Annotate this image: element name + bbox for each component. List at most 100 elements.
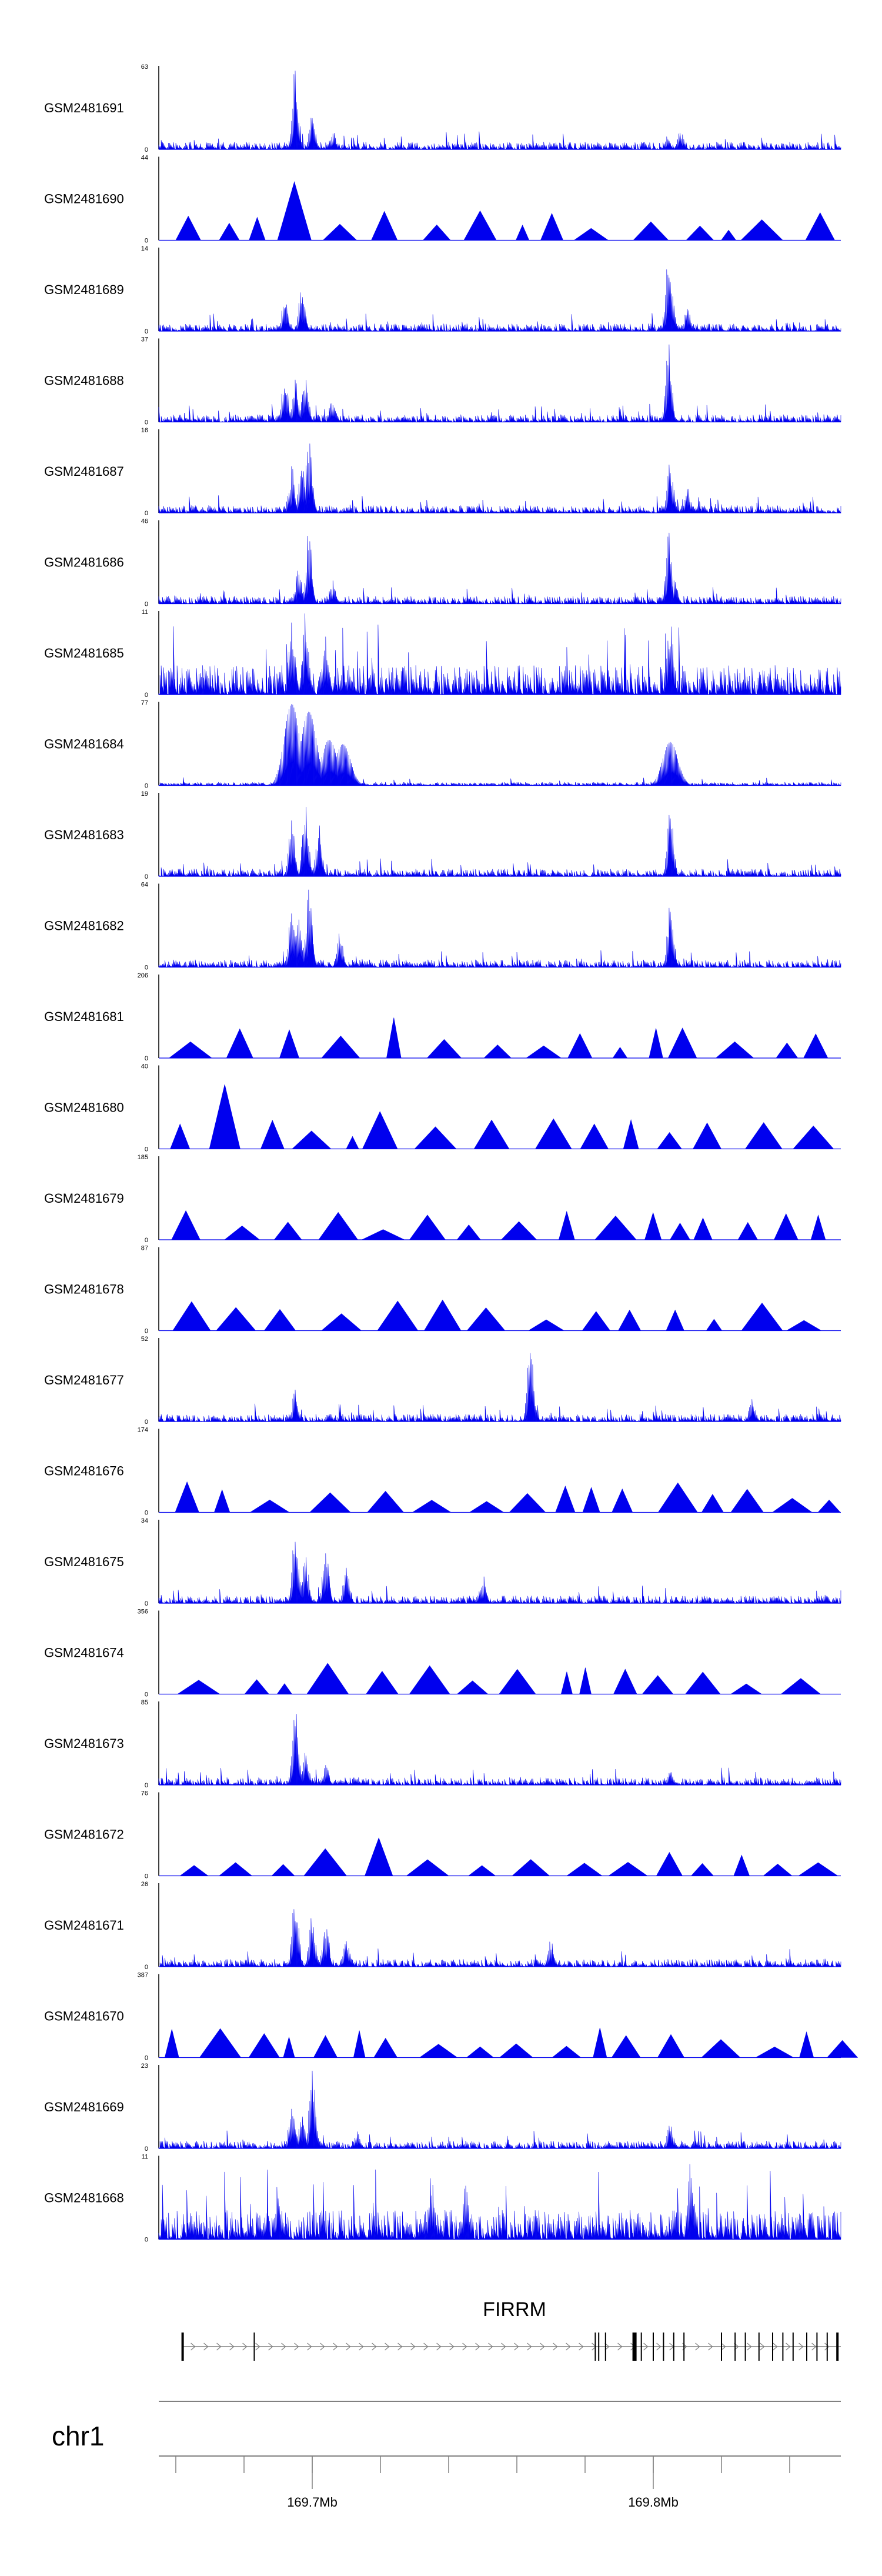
track-y-max-label: 387 bbox=[138, 1972, 148, 1979]
coverage-signal bbox=[159, 1017, 841, 1059]
coverage-signal bbox=[158, 613, 841, 696]
track-gsm2481671: GSM2481671 26 0 bbox=[44, 1881, 841, 1971]
genome-tick-label: 169.7Mb bbox=[287, 2495, 338, 2510]
strand-arrow bbox=[346, 2343, 351, 2351]
track-gsm2481675: GSM2481675 34 0 bbox=[44, 1517, 841, 1607]
track-gsm2481672: GSM2481672 76 0 bbox=[44, 1790, 841, 1880]
track-y-max-label: 19 bbox=[141, 790, 148, 798]
track-gsm2481669: GSM2481669 23 0 bbox=[44, 2063, 841, 2153]
track-label: GSM2481688 bbox=[44, 373, 124, 388]
gene-exon bbox=[253, 2333, 255, 2361]
track-label: GSM2481670 bbox=[44, 2009, 124, 2024]
track-gsm2481680: GSM2481680 40 0 bbox=[44, 1063, 841, 1153]
strand-arrow bbox=[604, 2343, 610, 2351]
genome-tick-label: 169.8Mb bbox=[628, 2495, 679, 2510]
track-label: GSM2481685 bbox=[44, 646, 124, 660]
track-gsm2481691: GSM2481691 63 0 bbox=[44, 64, 841, 154]
strand-arrow bbox=[488, 2343, 493, 2351]
strand-arrow bbox=[540, 2343, 545, 2351]
track-label: GSM2481681 bbox=[44, 1009, 124, 1024]
track-gsm2481674: GSM2481674 356 0 bbox=[44, 1609, 841, 1699]
strand-arrow bbox=[553, 2343, 558, 2351]
strand-arrow bbox=[294, 2343, 299, 2351]
track-label: GSM2481679 bbox=[44, 1191, 124, 1206]
genome-axis: chr1 169.7Mb 169.8Mb bbox=[52, 2401, 841, 2510]
track-y-min-label: 0 bbox=[145, 2237, 148, 2244]
track-gsm2481668: GSM2481668 11 0 bbox=[44, 2154, 841, 2244]
track-y-max-label: 174 bbox=[138, 1427, 148, 1434]
track-label: GSM2481674 bbox=[44, 1646, 124, 1660]
strand-arrow bbox=[773, 2343, 778, 2351]
track-label: GSM2481673 bbox=[44, 1736, 124, 1751]
gene-exon bbox=[758, 2333, 760, 2361]
coverage-signal bbox=[159, 1837, 841, 1876]
track-y-max-label: 14 bbox=[141, 245, 148, 252]
gene-exon bbox=[640, 2333, 642, 2361]
track-gsm2481682: GSM2481682 64 0 bbox=[44, 882, 841, 972]
strand-arrow bbox=[372, 2343, 377, 2351]
coverage-signal bbox=[159, 1481, 841, 1513]
track-y-min-label: 0 bbox=[145, 419, 148, 426]
coverage-signal bbox=[158, 704, 841, 786]
strand-arrow bbox=[191, 2343, 196, 2351]
track-y-min-label: 0 bbox=[145, 692, 148, 699]
track-y-min-label: 0 bbox=[145, 783, 148, 790]
coverage-signal bbox=[158, 2070, 841, 2150]
gene-exon bbox=[792, 2333, 794, 2361]
strand-arrow bbox=[475, 2343, 480, 2351]
gene-exon bbox=[816, 2333, 818, 2361]
track-y-min-label: 0 bbox=[145, 328, 148, 335]
coverage-signal bbox=[158, 269, 841, 332]
track-gsm2481685: GSM2481685 11 0 bbox=[44, 609, 841, 699]
strand-arrow bbox=[501, 2343, 506, 2351]
track-label: GSM2481690 bbox=[44, 192, 124, 206]
track-y-min-label: 0 bbox=[145, 601, 148, 608]
gene-model-track: FIRRM bbox=[181, 2298, 841, 2361]
track-y-max-label: 44 bbox=[141, 155, 148, 162]
track-label: GSM2481676 bbox=[44, 1464, 124, 1479]
gene-exon bbox=[734, 2333, 736, 2361]
track-gsm2481681: GSM2481681 206 0 bbox=[44, 972, 841, 1062]
track-y-max-label: 34 bbox=[141, 1517, 148, 1524]
gene-exon bbox=[772, 2333, 773, 2361]
coverage-signal bbox=[158, 806, 841, 877]
coverage-signal bbox=[159, 1210, 841, 1240]
gene-exon bbox=[653, 2333, 654, 2361]
genome-axis-ticks: 169.7Mb 169.8Mb bbox=[175, 2456, 790, 2510]
strand-arrow bbox=[410, 2343, 416, 2351]
track-y-max-label: 23 bbox=[141, 2063, 148, 2070]
strand-arrow bbox=[799, 2343, 804, 2351]
track-gsm2481673: GSM2481673 85 0 bbox=[44, 1699, 841, 1789]
track-gsm2481688: GSM2481688 37 0 bbox=[44, 336, 841, 426]
strand-arrow bbox=[747, 2343, 752, 2351]
coverage-tracks: GSM2481691630GSM2481690440GSM2481689140G… bbox=[44, 64, 858, 2244]
track-y-min-label: 0 bbox=[145, 2055, 148, 2062]
gene-exon bbox=[836, 2333, 839, 2361]
strand-arrow bbox=[824, 2343, 830, 2351]
coverage-signal bbox=[158, 1714, 841, 1786]
coverage-signal bbox=[158, 71, 841, 151]
track-y-min-label: 0 bbox=[145, 965, 148, 972]
track-y-min-label: 0 bbox=[145, 1691, 148, 1699]
track-y-max-label: 37 bbox=[141, 336, 148, 343]
track-y-min-label: 0 bbox=[145, 1055, 148, 1062]
track-label: GSM2481671 bbox=[44, 1918, 124, 1933]
coverage-signal bbox=[158, 532, 841, 605]
track-y-max-label: 64 bbox=[141, 882, 148, 889]
strand-arrow bbox=[617, 2343, 623, 2351]
track-y-max-label: 87 bbox=[141, 1245, 148, 1252]
track-y-min-label: 0 bbox=[145, 1237, 148, 1244]
strand-arrow bbox=[527, 2343, 532, 2351]
strand-arrow bbox=[514, 2343, 519, 2351]
track-y-min-label: 0 bbox=[145, 2145, 148, 2153]
track-label: GSM2481682 bbox=[44, 919, 124, 933]
track-y-min-label: 0 bbox=[145, 1328, 148, 1335]
track-y-max-label: 77 bbox=[141, 700, 148, 707]
track-y-min-label: 0 bbox=[145, 510, 148, 517]
strand-arrow bbox=[320, 2343, 325, 2351]
strand-arrow bbox=[203, 2343, 209, 2351]
gene-exon bbox=[632, 2333, 637, 2361]
strand-arrow bbox=[359, 2343, 364, 2351]
gene-exon bbox=[604, 2333, 606, 2361]
track-gsm2481686: GSM2481686 46 0 bbox=[44, 518, 841, 608]
